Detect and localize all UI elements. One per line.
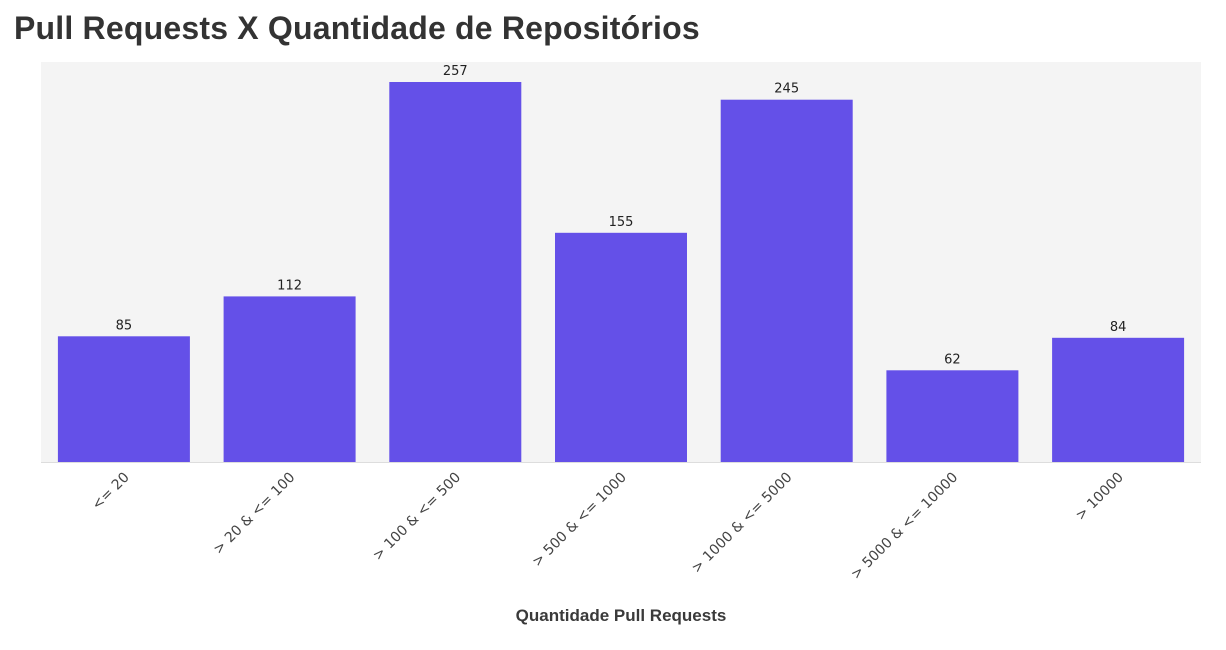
bar-value-label: 257	[443, 64, 468, 79]
bar-value-label: 84	[1110, 320, 1127, 335]
x-axis-title: Quantidade Pull Requests	[516, 606, 727, 625]
chart-title: Pull Requests X Quantidade de Repositóri…	[14, 10, 700, 46]
bar	[1052, 337, 1185, 462]
bars-group: 85 112 257 155 245 62 84	[57, 64, 1185, 462]
x-tick-labels: <= 20 > 20 & <= 100 > 100 & <= 500 > 500 & …	[89, 470, 1127, 583]
bar-value-label: 112	[277, 278, 302, 293]
x-tick-label: > 100 & <= 500	[370, 470, 464, 564]
x-tick-label: > 1000 & <= 5000	[689, 470, 796, 577]
x-tick-label: > 20 & <= 100	[210, 470, 298, 558]
bar-value-label: 245	[774, 82, 799, 97]
bar	[720, 99, 853, 462]
x-tick-label: > 5000 & <= 10000	[848, 470, 961, 583]
x-tick-label: <= 20	[89, 470, 133, 514]
bar	[555, 232, 687, 462]
bar-value-label: 155	[609, 215, 634, 230]
bar	[57, 336, 190, 462]
bar	[886, 370, 1019, 462]
x-tick-label: > 10000	[1073, 470, 1127, 524]
bar	[223, 296, 356, 462]
bar-value-label: 62	[944, 352, 961, 367]
x-tick-label: > 500 & <= 1000	[529, 470, 630, 571]
bar-value-label: 85	[116, 318, 133, 333]
bar	[389, 82, 522, 462]
